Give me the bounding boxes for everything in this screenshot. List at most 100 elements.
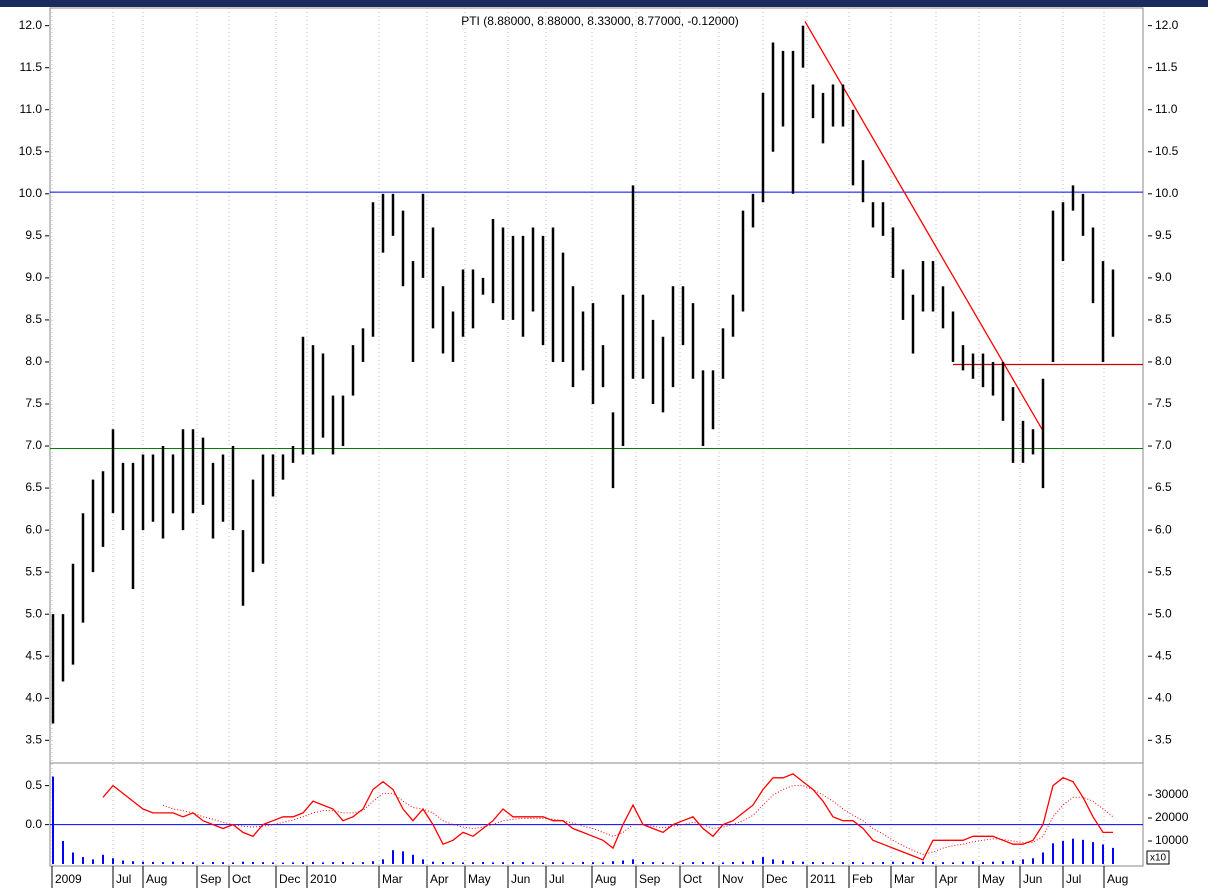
- x-tick-label: Aug: [595, 872, 616, 886]
- volume-bar: [672, 862, 674, 864]
- volume-bar: [572, 862, 574, 864]
- y-tick-label: 11.5: [20, 60, 43, 74]
- volume-bar: [402, 851, 404, 864]
- volume-bar: [352, 862, 354, 864]
- volume-bar: [932, 861, 934, 864]
- volume-bar: [272, 862, 274, 864]
- volume-bar: [952, 862, 954, 864]
- y-tick-label: 11.0: [1155, 102, 1178, 116]
- x-tick-label: Apr: [939, 872, 958, 886]
- volume-bar: [502, 862, 504, 864]
- volume-bar: [1022, 859, 1024, 864]
- volume-bar: [982, 861, 984, 864]
- x-tick-label: Sep: [639, 872, 661, 886]
- x-tick-label: Jul: [549, 872, 564, 886]
- y-tick-label: 6.5: [1155, 480, 1172, 494]
- volume-bar: [862, 862, 864, 864]
- y-tick-label: 5.5: [1155, 564, 1172, 578]
- y-tick-label: 20000: [1155, 810, 1189, 824]
- unit-box: [1146, 850, 1170, 865]
- volume-bar: [192, 862, 194, 864]
- y-tick-label: 12.0: [1155, 18, 1179, 32]
- volume-bar: [912, 861, 914, 864]
- x-tick-label: Dec: [279, 872, 300, 886]
- y-tick-label: 12.0: [19, 18, 43, 32]
- volume-bar: [542, 862, 544, 864]
- volume-bar: [452, 862, 454, 864]
- y-tick-label: 6.0: [1155, 522, 1172, 536]
- volume-bar: [252, 861, 254, 864]
- volume-bar: [492, 862, 494, 864]
- volume-bar: [122, 860, 124, 864]
- volume-bar: [102, 854, 104, 864]
- volume-bar: [1062, 840, 1064, 864]
- osc-line: [102, 773, 1113, 861]
- volume-bar: [632, 859, 634, 864]
- volume-bar: [552, 862, 554, 864]
- volume-bar: [902, 862, 904, 864]
- volume-bar: [142, 861, 144, 864]
- x-tick-label: Aug: [146, 872, 167, 886]
- y-tick-label: 11.0: [20, 102, 43, 116]
- y-tick-label: 6.5: [25, 480, 42, 494]
- x-tick-label: May: [468, 872, 491, 886]
- x-tick-label: Mar: [382, 872, 403, 886]
- volume-bar: [812, 861, 814, 864]
- volume-bar: [692, 862, 694, 864]
- y-tick-label: 9.5: [25, 228, 42, 242]
- volume-bar: [592, 862, 594, 864]
- y-tick-label: 8.5: [1155, 312, 1172, 326]
- volume-bar: [172, 861, 174, 864]
- volume-bar: [852, 861, 854, 864]
- y-tick-label: 30000: [1155, 787, 1189, 801]
- x-tick-label: Apr: [430, 872, 449, 886]
- volume-bar: [342, 861, 344, 864]
- x-tick-label: Jul: [1066, 872, 1081, 886]
- volume-bar: [1112, 847, 1114, 864]
- volume-bar: [922, 861, 924, 864]
- volume-bar: [942, 862, 944, 864]
- x-tick-label: Oct: [683, 872, 702, 886]
- volume-bar: [892, 861, 894, 864]
- y-tick-label: 9.0: [25, 270, 42, 284]
- volume-bar: [132, 861, 134, 864]
- volume-bar: [232, 862, 234, 864]
- volume-bar: [312, 861, 314, 864]
- volume-bar: [292, 862, 294, 864]
- volume-bar: [162, 862, 164, 864]
- y-tick-label: 9.5: [1155, 228, 1172, 242]
- volume-bar: [412, 854, 414, 864]
- volume-bar: [1052, 843, 1054, 864]
- unit-label: x10: [1150, 853, 1167, 864]
- x-tick-label: May: [982, 872, 1005, 886]
- volume-bar: [742, 861, 744, 864]
- volume-bar: [712, 862, 714, 864]
- volume-bar: [992, 861, 994, 864]
- volume-bar: [1102, 844, 1104, 864]
- x-tick-label: Aug: [1107, 872, 1128, 886]
- volume-bar: [842, 862, 844, 864]
- x-tick-label: Jul: [116, 872, 131, 886]
- volume-bar: [1042, 852, 1044, 864]
- volume-bar: [802, 861, 804, 864]
- volume-bar: [462, 862, 464, 864]
- volume-bar: [362, 862, 364, 864]
- y-tick-label: 0.0: [25, 817, 42, 831]
- volume-bar: [482, 861, 484, 864]
- volume-bar: [682, 862, 684, 864]
- y-tick-label: 9.0: [1155, 270, 1172, 284]
- volume-bar: [382, 859, 384, 864]
- y-tick-label: 8.0: [25, 354, 42, 368]
- volume-bar: [422, 859, 424, 864]
- y-tick-label: 11.5: [1155, 60, 1178, 74]
- y-tick-label: 7.5: [1155, 396, 1172, 410]
- x-tick-label: Dec: [766, 872, 787, 886]
- y-tick-label: 5.5: [25, 564, 42, 578]
- y-tick-label: 10.0: [19, 186, 43, 200]
- x-tick-label: 2011: [810, 872, 836, 886]
- volume-bar: [182, 861, 184, 864]
- volume-bar: [222, 862, 224, 864]
- volume-bar: [642, 861, 644, 864]
- volume-bar: [52, 776, 54, 864]
- y-tick-label: 6.0: [25, 522, 42, 536]
